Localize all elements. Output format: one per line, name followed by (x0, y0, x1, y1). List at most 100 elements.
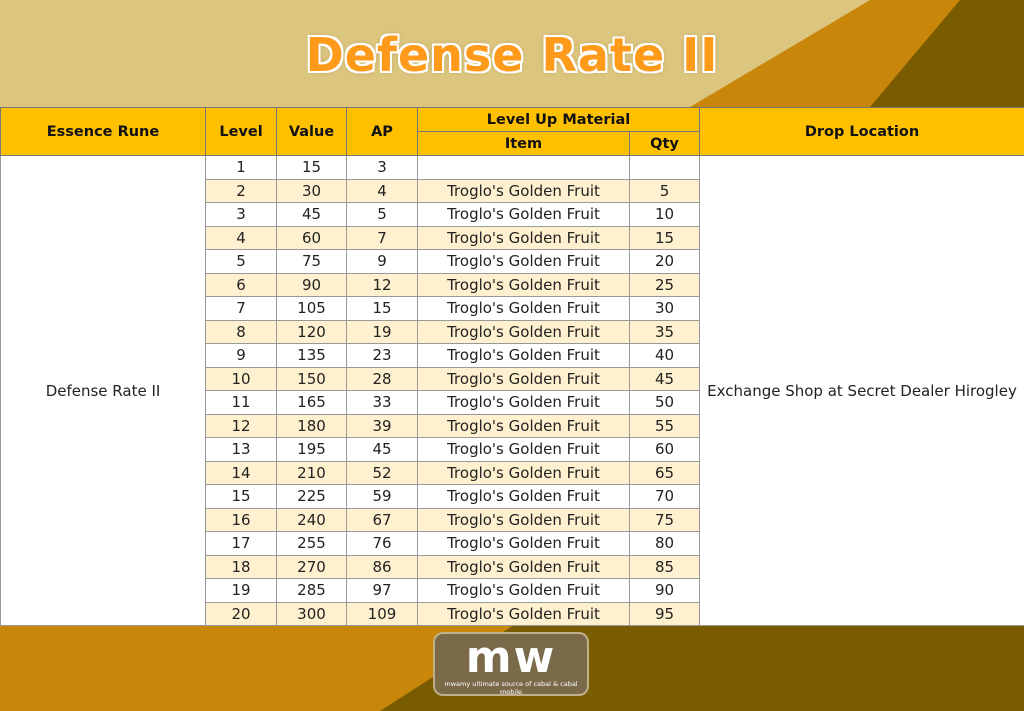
rune-table: Essence Rune Level Value AP Level Up Mat… (0, 107, 1024, 626)
qty-cell: 90 (629, 578, 700, 603)
level-cell: 2 (205, 178, 277, 203)
table-row: 3 45 5 Troglo's Golden Fruit 10 (1, 202, 1024, 227)
value-cell: 150 (276, 366, 347, 391)
ap-cell: 23 (346, 343, 418, 368)
level-cell: 16 (205, 507, 277, 532)
value-cell: 225 (276, 484, 347, 509)
item-cell: Troglo's Golden Fruit (417, 225, 630, 250)
item-cell: Troglo's Golden Fruit (417, 202, 630, 227)
level-cell: 19 (205, 578, 277, 603)
level-cell: 4 (205, 225, 277, 250)
header-item: Item (417, 131, 630, 156)
qty-cell: 80 (629, 531, 700, 556)
ap-cell: 39 (346, 413, 418, 438)
table-row: 5 75 9 Troglo's Golden Fruit 20 (1, 249, 1024, 274)
item-cell: Troglo's Golden Fruit (417, 460, 630, 485)
qty-cell: 15 (629, 225, 700, 250)
table-row: 11 165 33 Troglo's Golden Fruit 50 (1, 390, 1024, 415)
qty-cell: 5 (629, 178, 700, 203)
table-row: 15 225 59 Troglo's Golden Fruit 70 (1, 484, 1024, 509)
value-cell: 90 (276, 272, 347, 297)
level-cell: 10 (205, 366, 277, 391)
value-cell: 105 (276, 296, 347, 321)
level-cell: 17 (205, 531, 277, 556)
header-value: Value (276, 107, 347, 156)
ap-cell: 4 (346, 178, 418, 203)
qty-cell: 55 (629, 413, 700, 438)
level-cell: 20 (205, 601, 277, 626)
page-title: Defense Rate II (305, 28, 719, 82)
qty-cell: 20 (629, 249, 700, 274)
item-cell: Troglo's Golden Fruit (417, 319, 630, 344)
table-row: 19 285 97 Troglo's Golden Fruit 90 (1, 578, 1024, 603)
ap-cell: 9 (346, 249, 418, 274)
table-row: 7 105 15 Troglo's Golden Fruit 30 (1, 296, 1024, 321)
logo-text: mw (465, 632, 557, 683)
header-ap: AP (346, 107, 418, 156)
value-cell: 300 (276, 601, 347, 626)
qty-cell: 40 (629, 343, 700, 368)
item-cell: Troglo's Golden Fruit (417, 484, 630, 509)
ap-cell: 59 (346, 484, 418, 509)
header-essence-rune: Essence Rune (0, 107, 206, 156)
level-cell: 11 (205, 390, 277, 415)
item-cell: Troglo's Golden Fruit (417, 178, 630, 203)
qty-cell: 65 (629, 460, 700, 485)
value-cell: 195 (276, 437, 347, 462)
header-qty: Qty (629, 131, 700, 156)
level-cell: 6 (205, 272, 277, 297)
table-row: 14 210 52 Troglo's Golden Fruit 65 (1, 460, 1024, 485)
level-cell: 5 (205, 249, 277, 274)
qty-cell: 10 (629, 202, 700, 227)
ap-cell: 33 (346, 390, 418, 415)
level-cell: 8 (205, 319, 277, 344)
qty-cell: 60 (629, 437, 700, 462)
qty-cell: 75 (629, 507, 700, 532)
value-cell: 75 (276, 249, 347, 274)
ap-cell: 28 (346, 366, 418, 391)
qty-cell: 95 (629, 601, 700, 626)
qty-cell: 30 (629, 296, 700, 321)
item-cell (417, 155, 630, 180)
ap-cell: 15 (346, 296, 418, 321)
item-cell: Troglo's Golden Fruit (417, 249, 630, 274)
ap-cell: 86 (346, 554, 418, 579)
value-cell: 15 (276, 155, 347, 180)
table-row: 4 60 7 Troglo's Golden Fruit 15 (1, 225, 1024, 250)
value-cell: 120 (276, 319, 347, 344)
header-drop-location: Drop Location (699, 107, 1024, 156)
qty-cell (629, 155, 700, 180)
item-cell: Troglo's Golden Fruit (417, 437, 630, 462)
item-cell: Troglo's Golden Fruit (417, 272, 630, 297)
level-cell: 18 (205, 554, 277, 579)
table-row: 9 135 23 Troglo's Golden Fruit 40 (1, 343, 1024, 368)
item-cell: Troglo's Golden Fruit (417, 578, 630, 603)
qty-cell: 70 (629, 484, 700, 509)
ap-cell: 45 (346, 437, 418, 462)
table-row: 20 300 109 Troglo's Golden Fruit 95 (1, 601, 1024, 626)
logo-tagline: mwamy ultimate source of cabal & cabal m… (444, 680, 578, 696)
ap-cell: 109 (346, 601, 418, 626)
table-row: 8 120 19 Troglo's Golden Fruit 35 (1, 319, 1024, 344)
table-row: 6 90 12 Troglo's Golden Fruit 25 (1, 272, 1024, 297)
value-cell: 45 (276, 202, 347, 227)
value-cell: 285 (276, 578, 347, 603)
item-cell: Troglo's Golden Fruit (417, 507, 630, 532)
level-cell: 13 (205, 437, 277, 462)
item-cell: Troglo's Golden Fruit (417, 601, 630, 626)
item-cell: Troglo's Golden Fruit (417, 343, 630, 368)
ap-cell: 67 (346, 507, 418, 532)
level-cell: 14 (205, 460, 277, 485)
level-cell: 9 (205, 343, 277, 368)
value-cell: 255 (276, 531, 347, 556)
table-row: 2 30 4 Troglo's Golden Fruit 5 (1, 178, 1024, 203)
table-row: 18 270 86 Troglo's Golden Fruit 85 (1, 554, 1024, 579)
value-cell: 60 (276, 225, 347, 250)
qty-cell: 45 (629, 366, 700, 391)
level-cell: 1 (205, 155, 277, 180)
essence-rune-cell: Defense Rate II (0, 155, 206, 626)
qty-cell: 35 (629, 319, 700, 344)
ap-cell: 76 (346, 531, 418, 556)
value-cell: 180 (276, 413, 347, 438)
drop-location-cell: Exchange Shop at Secret Dealer Hirogley (699, 155, 1024, 626)
